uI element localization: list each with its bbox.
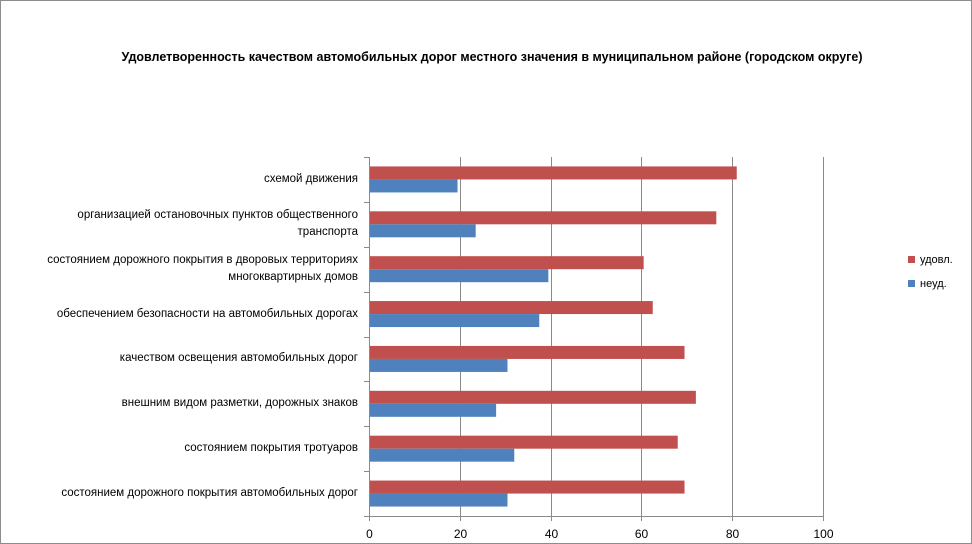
legend-item-udovl: удовл. — [908, 253, 953, 267]
bar-neud-0 — [369, 179, 458, 193]
category-label-6: состоянием покрытия тротуаров — [18, 440, 358, 457]
category-label-line: многоквартирных домов — [228, 271, 358, 284]
category-label-line: внешним видом разметки, дорожных знаков — [121, 397, 358, 410]
bar-udovl-2 — [369, 256, 644, 270]
bar-udovl-5 — [369, 390, 696, 404]
bar-neud-1 — [369, 224, 476, 238]
bar-neud-6 — [369, 448, 515, 462]
chart-title: Удовлетворенность качеством автомобильны… — [121, 50, 863, 64]
bar-neud-4 — [369, 358, 508, 372]
legend-swatch-udovl — [908, 255, 915, 263]
category-label-4: качеством освещения автомобильных дорог — [18, 350, 358, 367]
legend-item-neud: неуд. — [908, 277, 947, 291]
bar-udovl-1 — [369, 211, 717, 225]
category-label-1: организацией остановочных пунктов общест… — [18, 207, 358, 241]
legend-label-udovl: удовл. — [920, 254, 953, 266]
bar-neud-5 — [369, 403, 497, 417]
category-label-line: состоянием покрытия тротуаров — [184, 442, 358, 455]
legend-swatch-neud — [908, 279, 915, 287]
category-label-0: схемой движения — [18, 171, 358, 188]
category-label-line: обеспечением безопасности на автомобильн… — [56, 307, 358, 320]
category-label-line: качеством освещения автомобильных дорог — [119, 352, 358, 365]
bar-udovl-3 — [369, 301, 653, 315]
category-label-line: состоянием дорожного покрытия автомобиль… — [61, 487, 358, 500]
x-tick-label-60: 60 — [635, 527, 649, 541]
x-tick-label-0: 0 — [366, 527, 373, 541]
x-tick-label-80: 80 — [726, 527, 740, 541]
bar-udovl-0 — [369, 166, 737, 180]
bar-udovl-7 — [369, 480, 685, 494]
bar-udovl-4 — [369, 345, 685, 359]
category-label-3: обеспечением безопасности на автомобильн… — [18, 306, 358, 323]
bar-neud-7 — [369, 493, 508, 507]
category-label-2: состоянием дорожного покрытия в дворовых… — [18, 252, 358, 286]
bar-udovl-6 — [369, 435, 678, 449]
x-tick-label-40: 40 — [545, 527, 559, 541]
category-label-5: внешним видом разметки, дорожных знаков — [18, 395, 358, 412]
bar-neud-3 — [369, 314, 540, 328]
category-label-line: транспорта — [297, 226, 358, 239]
legend-label-neud: неуд. — [920, 278, 947, 290]
bar-neud-2 — [369, 269, 549, 283]
category-label-line: схемой движения — [263, 172, 358, 185]
x-tick-label-20: 20 — [454, 527, 468, 541]
category-label-7: состоянием дорожного покрытия автомобиль… — [18, 485, 358, 502]
category-label-line: состоянием дорожного покрытия в дворовых… — [47, 254, 358, 267]
category-label-line: организацией остановочных пунктов общест… — [77, 209, 358, 222]
x-tick-label-100: 100 — [813, 527, 833, 541]
